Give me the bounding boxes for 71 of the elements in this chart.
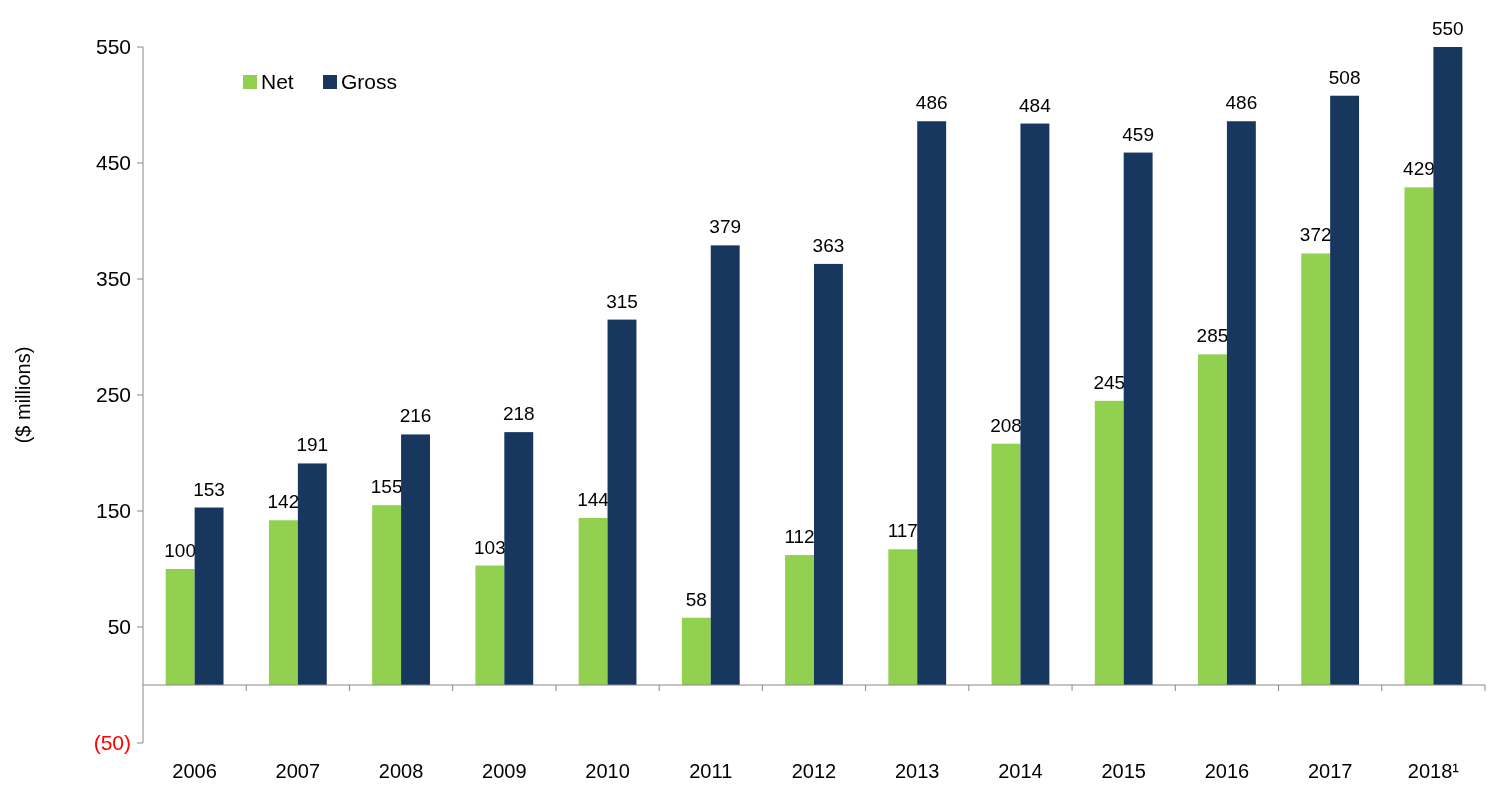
legend-label: Net (261, 70, 294, 94)
bar (1123, 152, 1153, 685)
x-tick-label: 2014 (998, 760, 1043, 782)
bar (1301, 253, 1331, 685)
y-axis-title: ($ millions) (12, 346, 34, 444)
data-label: 218 (502, 403, 535, 425)
y-tick-label: 50 (107, 615, 131, 639)
data-label: 112 (784, 526, 815, 548)
x-tick-label: 2012 (791, 760, 837, 782)
bar (607, 319, 637, 685)
bar (401, 434, 430, 685)
x-tick-label: 2008 (378, 760, 424, 782)
y-tick-label: 450 (95, 151, 131, 175)
y-tick-label: 250 (95, 383, 131, 407)
x-tick-label: 2015 (1101, 760, 1146, 782)
bar (1226, 121, 1256, 685)
data-label: 144 (577, 488, 610, 510)
y-tick-label: 350 (95, 267, 131, 291)
x-tick-label: 2017 (1307, 760, 1353, 782)
data-label: 58 (685, 588, 707, 610)
x-tick-label: 2009 (482, 760, 527, 782)
bar (165, 569, 195, 685)
bar (504, 432, 534, 685)
data-label: 191 (296, 434, 329, 456)
bar (1330, 95, 1360, 685)
data-label: 363 (812, 234, 845, 256)
y-tick-label: 550 (95, 35, 131, 59)
x-tick-label: 2006 (172, 760, 217, 782)
x-tick-label: 2013 (894, 760, 940, 782)
bar (710, 245, 740, 685)
data-label: 379 (709, 216, 742, 238)
x-tick-label: 2007 (275, 760, 321, 782)
bar (1020, 123, 1050, 685)
data-label: 216 (399, 405, 432, 427)
data-label: 459 (1122, 123, 1154, 145)
bar (991, 443, 1021, 685)
data-label: 208 (990, 414, 1022, 436)
data-label: 100 (164, 540, 197, 561)
bar (681, 617, 711, 685)
x-tick-label: 2016 (1204, 760, 1250, 782)
legend-label: Gross (341, 70, 398, 94)
bar (1404, 187, 1434, 685)
bar (194, 507, 224, 685)
bar (1433, 47, 1463, 685)
bar (888, 549, 918, 685)
data-label: 245 (1093, 371, 1126, 393)
y-tick-label: 150 (95, 499, 131, 523)
bar (268, 520, 298, 685)
bar (372, 505, 402, 685)
data-label: 153 (193, 478, 225, 500)
bar (1198, 354, 1227, 685)
bar (297, 463, 327, 685)
data-label: 508 (1328, 66, 1361, 88)
bar (785, 555, 814, 685)
bar (578, 517, 608, 685)
y-tick-label: (50) (93, 731, 131, 755)
data-label: 486 (1225, 92, 1258, 114)
x-tick-label: 2018¹ (1407, 760, 1460, 782)
bar (917, 121, 947, 685)
data-label: 550 (1431, 18, 1464, 39)
data-label: 117 (887, 520, 918, 542)
bar (475, 565, 505, 685)
bar (1094, 400, 1124, 685)
data-label: 486 (915, 92, 948, 114)
data-label: 285 (1196, 325, 1229, 347)
data-label: 142 (267, 491, 300, 513)
x-tick-label: 2010 (585, 760, 630, 782)
data-label: 484 (1019, 94, 1052, 116)
data-label: 315 (606, 290, 638, 312)
x-tick-label: 2011 (689, 760, 733, 782)
bar (814, 263, 843, 685)
